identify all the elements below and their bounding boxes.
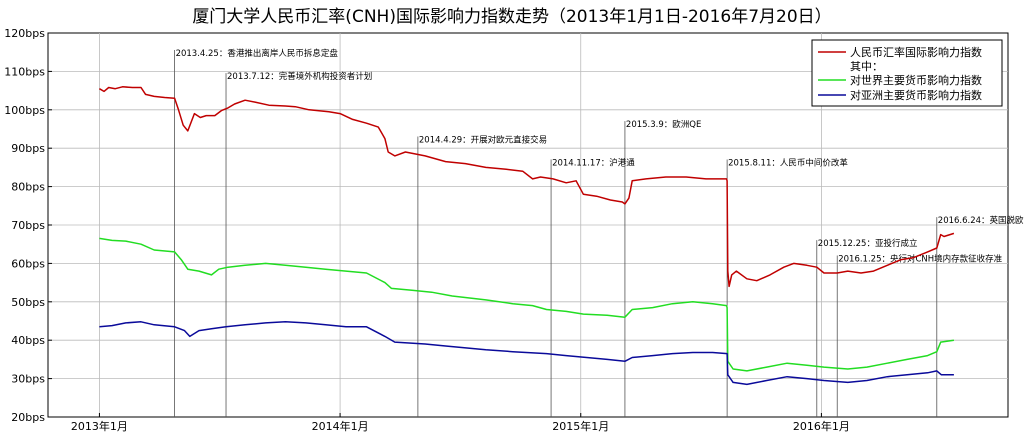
event-label: 2014.11.17：沪港通 [552, 157, 635, 168]
legend: 人民币汇率国际影响力指数 其中： 对世界主要货币影响力指数 对亚洲主要货币影响力… [811, 39, 1003, 107]
legend-header: 其中： [850, 60, 883, 73]
legend-label-main: 人民币汇率国际影响力指数 [850, 45, 982, 59]
series-line-1 [99, 237, 955, 372]
axis-layer: 20bps 30bps 40bps 50bps 60bps 70bps 80bps 90bps… [4, 27, 850, 433]
x-tick-label: 2015年1月 [552, 419, 609, 433]
x-tick-label: 2014年1月 [312, 419, 369, 433]
event-label: 2015.12.25：亚投行成立 [818, 238, 918, 249]
event-label: 2013.4.25：香港推出离岸人民币拆息定盘 [176, 48, 339, 59]
y-tick-label: 100bps [4, 104, 45, 117]
y-tick-label: 110bps [4, 65, 45, 78]
y-tick-label: 70bps [11, 219, 45, 232]
event-label: 2015.3.9：欧洲QE [626, 119, 701, 130]
y-tick-label: 60bps [11, 257, 45, 270]
event-label: 2016.1.25：央行对CNH境内存款征收存准 [838, 253, 1002, 264]
y-tick-label: 30bps [11, 373, 45, 386]
x-tick-label: 2013年1月 [71, 419, 128, 433]
event-label: 2016.6.24：英国脱欧 [938, 215, 1024, 226]
series-line-0 [99, 86, 955, 288]
grid-layer [48, 33, 1008, 417]
event-label: 2014.4.29：开展对欧元直接交易 [419, 134, 547, 145]
event-label: 2013.7.12：完善境外机构投资者计划 [227, 71, 372, 82]
event-layer: 2013.4.25：香港推出离岸人民币拆息定盘 2013.7.12：完善境外机构投… [174, 48, 1024, 417]
chart-title: 厦门大学人民币汇率(CNH)国际影响力指数走势（2013年1月1日-2016年7… [192, 7, 831, 27]
y-tick-label: 80bps [11, 181, 45, 194]
y-tick-label: 90bps [11, 142, 45, 155]
x-tick-label: 2016年1月 [793, 419, 850, 433]
y-tick-label: 120bps [4, 27, 45, 40]
series-line-2 [99, 321, 954, 386]
y-tick-label: 40bps [11, 334, 45, 347]
series-layer [99, 86, 955, 386]
legend-label-asia: 对亚洲主要货币影响力指数 [850, 88, 982, 102]
y-tick-label: 50bps [11, 296, 45, 309]
legend-label-world: 对世界主要货币影响力指数 [850, 73, 982, 87]
y-tick-label: 20bps [11, 411, 45, 424]
event-label: 2015.8.11：人民币中间价改革 [728, 157, 848, 168]
